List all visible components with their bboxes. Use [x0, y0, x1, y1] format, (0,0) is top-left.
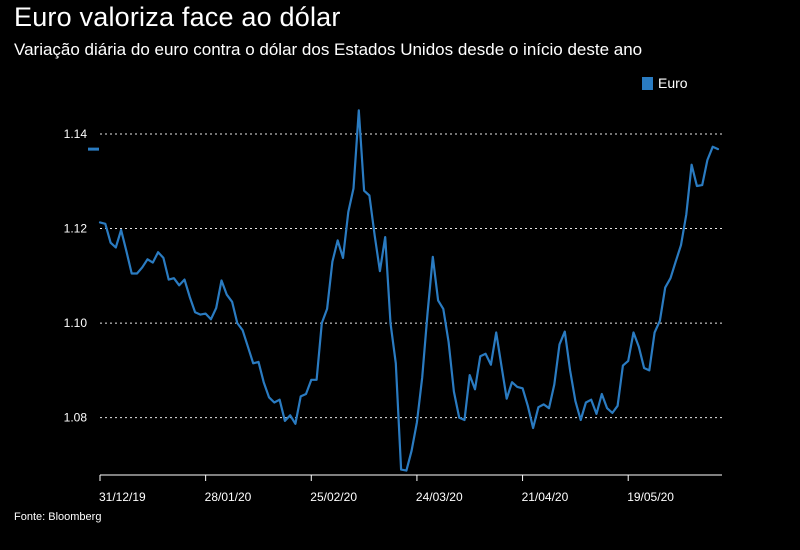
- chart-subtitle: Variação diária do euro contra o dólar d…: [14, 40, 643, 59]
- x-tick-label: 19/05/20: [627, 490, 674, 504]
- x-tick-label: 31/12/19: [99, 490, 146, 504]
- legend-label: Euro: [658, 75, 688, 91]
- y-tick-label: 1.14: [64, 127, 88, 141]
- source-note: Fonte: Bloomberg: [14, 511, 102, 523]
- x-tick-label: 25/02/20: [310, 490, 357, 504]
- x-tick-label: 28/01/20: [205, 490, 252, 504]
- series-line-euro: [98, 109, 720, 472]
- y-tick-label: 1.12: [64, 222, 88, 236]
- chart-legend: Euro: [642, 75, 688, 91]
- x-tick-label: 21/04/20: [522, 490, 569, 504]
- x-tick-label: 24/03/20: [416, 490, 463, 504]
- y-tick-label: 1.08: [64, 411, 88, 425]
- chart-title: Euro valoriza face ao dólar: [14, 2, 341, 32]
- legend-swatch: [642, 76, 653, 90]
- y-tick-label: 1.10: [64, 316, 88, 330]
